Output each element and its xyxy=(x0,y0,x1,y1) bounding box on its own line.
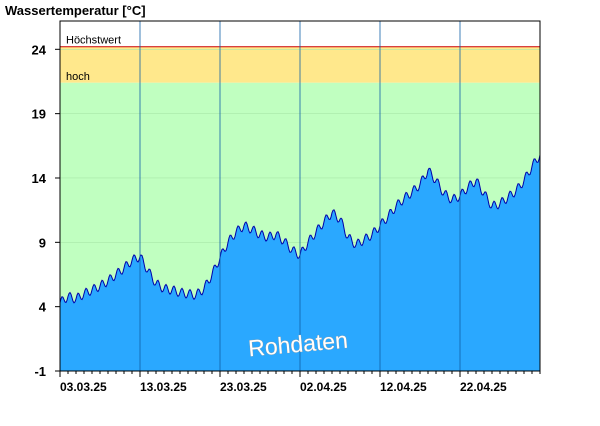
band-label-1: hoch xyxy=(66,71,90,83)
x-tick-label-1: 13.03.25 xyxy=(140,380,187,394)
x-tick-label-3: 02.04.25 xyxy=(300,380,347,394)
y-tick-label-3: 9 xyxy=(39,235,46,250)
band-label-0: Höchstwert xyxy=(66,35,121,47)
y-axis-ticks: 24 19 14 9 4 -1 xyxy=(32,42,60,379)
x-tick-label-4: 12.04.25 xyxy=(380,380,427,394)
x-tick-label-2: 23.03.25 xyxy=(220,380,267,394)
y-tick-label-0: 24 xyxy=(32,42,47,57)
y-tick-label-5: -1 xyxy=(34,364,46,379)
day-separators xyxy=(139,21,461,371)
x-tick-label-5: 22.04.25 xyxy=(460,380,507,394)
band-labels: Höchstwert hoch xyxy=(66,35,121,83)
x-axis-ticks: 03.03.25 13.03.25 23.03.25 02.04.25 12.04.25… xyxy=(59,371,541,394)
y-tick-label-4: 4 xyxy=(39,300,47,315)
y-tick-label-2: 14 xyxy=(32,171,47,186)
x-tick-label-0: 03.03.25 xyxy=(60,380,107,394)
y-tick-label-1: 19 xyxy=(32,107,46,122)
chart-title: Wassertemperatur [°C] xyxy=(5,3,146,18)
